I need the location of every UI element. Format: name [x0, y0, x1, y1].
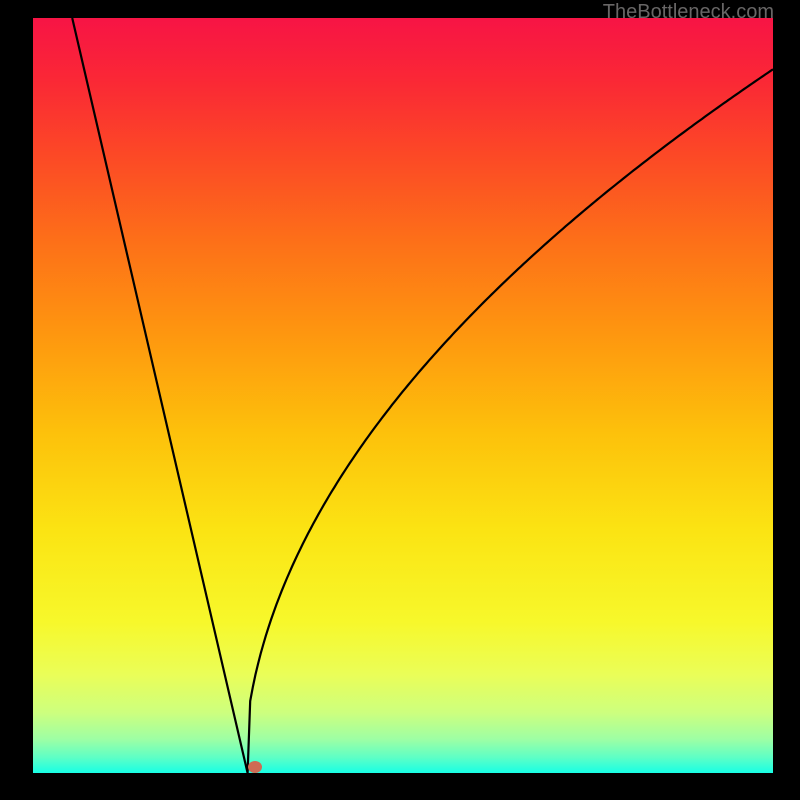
plot-area	[33, 18, 773, 773]
optimum-marker	[248, 761, 262, 773]
chart-stage: TheBottleneck.com	[0, 0, 800, 800]
watermark-text: TheBottleneck.com	[603, 1, 774, 24]
curve-path	[72, 18, 773, 773]
bottleneck-curve	[33, 18, 773, 773]
